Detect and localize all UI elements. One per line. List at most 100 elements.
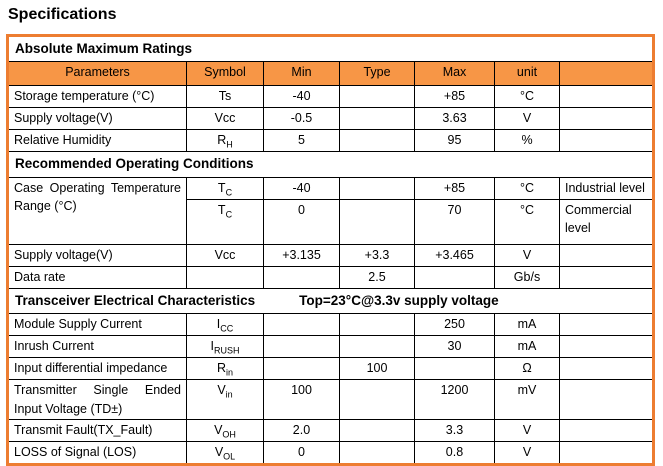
section-title: Transceiver Electrical Characteristics bbox=[15, 292, 256, 308]
max-cell: +3.465 bbox=[414, 243, 495, 267]
parameter-cell: Case Operating Temperature Range (°C) bbox=[7, 176, 187, 245]
table-row: LOSS of Signal (LOS) VOL 0 0.8 V bbox=[7, 441, 655, 465]
parameter-cell: Relative Humidity bbox=[7, 129, 187, 153]
unit-cell: mA bbox=[494, 334, 560, 358]
column-header: Type bbox=[339, 61, 415, 87]
unit-cell: % bbox=[494, 129, 560, 153]
max-cell: 70 bbox=[414, 198, 495, 245]
max-cell: 250 bbox=[414, 312, 495, 336]
symbol-cell: ICC bbox=[186, 312, 264, 336]
symbol-subscript: in bbox=[226, 367, 234, 378]
unit-cell: V bbox=[494, 419, 560, 443]
typ-cell bbox=[339, 312, 415, 336]
max-cell: +85 bbox=[414, 85, 495, 109]
column-header: Symbol bbox=[186, 61, 264, 87]
symbol-subscript: OH bbox=[222, 429, 236, 440]
unit-cell: °C bbox=[494, 85, 560, 109]
unit-cell: V bbox=[494, 243, 560, 267]
symbol-subscript: in bbox=[225, 389, 233, 400]
section-row: Recommended Operating Conditions bbox=[6, 151, 655, 178]
column-header: Min bbox=[263, 61, 340, 87]
symbol-cell: Rin bbox=[186, 356, 264, 380]
typ-cell bbox=[339, 129, 415, 153]
parameter-cell: Data rate bbox=[7, 265, 187, 289]
typ-cell: +3.3 bbox=[339, 243, 415, 267]
symbol-subscript: RUSH bbox=[213, 345, 240, 356]
column-header bbox=[558, 61, 655, 87]
symbol-cell bbox=[186, 265, 264, 289]
parameter-cell: Input differential impedance bbox=[7, 356, 187, 380]
section-subtitle: Top=23°C@3.3v supply voltage bbox=[299, 292, 499, 308]
column-header: unit bbox=[494, 61, 560, 87]
max-cell: 0.8 bbox=[414, 441, 495, 465]
symbol-base: I bbox=[210, 338, 214, 353]
column-header-row: Parameters Symbol Min Type Max unit bbox=[7, 61, 655, 87]
specifications-table: Absolute Maximum Ratings Parameters Symbol… bbox=[6, 34, 656, 466]
symbol-base: Vcc bbox=[214, 111, 236, 126]
page-title: Specifications bbox=[8, 6, 117, 23]
symbol-cell: Vcc bbox=[186, 107, 264, 131]
typ-cell bbox=[339, 85, 415, 109]
table-row: Storage temperature (°C) Ts -40 +85 °C bbox=[7, 85, 655, 109]
unit-cell: mA bbox=[494, 312, 560, 336]
section-row: Absolute Maximum Ratings bbox=[6, 34, 655, 63]
table-row: TC 0 70 °C Commercial level bbox=[8, 198, 655, 245]
symbol-subscript: H bbox=[226, 139, 233, 150]
section-title-cell: Absolute Maximum Ratings bbox=[6, 34, 655, 63]
max-cell: 95 bbox=[414, 129, 495, 153]
parameter-cell: LOSS of Signal (LOS) bbox=[7, 441, 187, 465]
parameter-cell: Module Supply Current bbox=[7, 312, 187, 336]
symbol-cell: Vcc bbox=[186, 243, 264, 267]
unit-cell: mV bbox=[494, 378, 560, 421]
table-row: Inrush Current IRUSH 30 mA bbox=[7, 334, 655, 358]
note-cell bbox=[558, 334, 655, 358]
note-cell bbox=[558, 356, 655, 380]
max-cell bbox=[414, 356, 495, 380]
symbol-base: R bbox=[217, 133, 227, 148]
min-cell: 2.0 bbox=[263, 419, 340, 443]
symbol-cell: RH bbox=[186, 129, 264, 153]
min-cell: -40 bbox=[263, 85, 340, 109]
min-cell bbox=[263, 356, 340, 380]
max-cell: 30 bbox=[414, 334, 495, 358]
max-cell: 1200 bbox=[414, 378, 495, 421]
symbol-cell: TC bbox=[186, 198, 264, 245]
max-cell bbox=[414, 265, 495, 289]
symbol-subscript: C bbox=[225, 209, 233, 219]
symbol-base: V bbox=[217, 382, 226, 397]
min-cell: 100 bbox=[263, 378, 340, 421]
typ-cell bbox=[339, 378, 415, 421]
min-cell: +3.135 bbox=[263, 243, 340, 267]
symbol-base: Vcc bbox=[214, 247, 236, 262]
typ-cell bbox=[339, 107, 415, 131]
section-title: Recommended Operating Conditions bbox=[15, 156, 254, 172]
table-row: Supply voltage(V) Vcc +3.135 +3.3 +3.465 V bbox=[7, 243, 655, 267]
note-cell bbox=[558, 85, 655, 109]
min-cell: -40 bbox=[263, 176, 340, 200]
symbol-base: T bbox=[217, 202, 226, 217]
note-cell bbox=[558, 243, 655, 267]
symbol-cell: VOH bbox=[186, 419, 264, 443]
section-title-cell: Recommended Operating Conditions bbox=[6, 151, 655, 178]
note-cell bbox=[558, 129, 655, 153]
unit-cell: Gb/s bbox=[494, 265, 560, 289]
note-cell bbox=[558, 312, 655, 336]
column-header: Parameters bbox=[7, 61, 187, 87]
unit-cell: Ω bbox=[494, 356, 560, 380]
table-row: Input differential impedance Rin 100 Ω bbox=[7, 356, 655, 380]
min-cell: 0 bbox=[263, 441, 340, 465]
symbol-base: Ts bbox=[218, 89, 232, 104]
note-cell bbox=[558, 419, 655, 443]
note-cell: Commercial level bbox=[558, 198, 655, 245]
min-cell: 0 bbox=[263, 198, 340, 245]
table-row: Transmit Fault(TX_Fault) VOH 2.0 3.3 V bbox=[7, 419, 655, 443]
min-cell bbox=[263, 265, 340, 289]
typ-cell bbox=[339, 441, 415, 465]
symbol-subscript: OL bbox=[223, 451, 236, 462]
max-cell: 3.3 bbox=[414, 419, 495, 443]
note-cell bbox=[558, 378, 655, 421]
symbol-base: V bbox=[214, 445, 224, 460]
parameter-cell: Supply voltage(V) bbox=[7, 243, 187, 267]
symbol-base: R bbox=[216, 360, 226, 375]
note-cell: Industrial level bbox=[558, 176, 655, 200]
